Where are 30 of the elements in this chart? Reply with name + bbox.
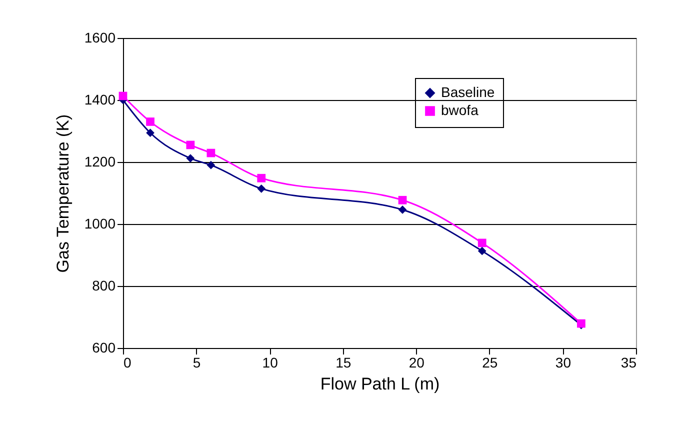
y-tick-label: 1000 — [84, 216, 116, 232]
point — [146, 118, 154, 126]
point — [146, 128, 154, 138]
x-tick-label: 35 — [620, 354, 637, 370]
y-tick-label: 1400 — [84, 92, 116, 108]
y-tick-label: 1600 — [84, 30, 116, 46]
y-tick-label: 1200 — [84, 154, 116, 170]
point — [257, 184, 266, 193]
point — [186, 140, 195, 150]
x-axis-title: Flow Path L (m) — [320, 374, 440, 394]
x-tick-label: 30 — [555, 354, 572, 370]
x-tick-label: 5 — [192, 354, 201, 370]
point — [398, 206, 407, 214]
x-tick-label: 0 — [124, 354, 132, 370]
x-tick-label: 10 — [262, 354, 278, 370]
x-tick-label: 20 — [408, 354, 425, 370]
x-tick-label: 25 — [482, 354, 498, 370]
point — [206, 148, 216, 158]
legend-label: Baseline — [441, 84, 495, 100]
point — [398, 196, 407, 204]
point — [478, 246, 486, 256]
point — [257, 174, 266, 182]
y-axis-title: Gas Temperature (K) — [53, 114, 72, 273]
legend-label: bwofa — [441, 102, 479, 118]
point — [186, 154, 195, 162]
x-tick-label: 15 — [336, 354, 352, 370]
point — [206, 160, 216, 170]
y-tick-label: 600 — [92, 340, 116, 356]
y-tick-label: 800 — [92, 278, 116, 294]
point — [478, 238, 486, 248]
